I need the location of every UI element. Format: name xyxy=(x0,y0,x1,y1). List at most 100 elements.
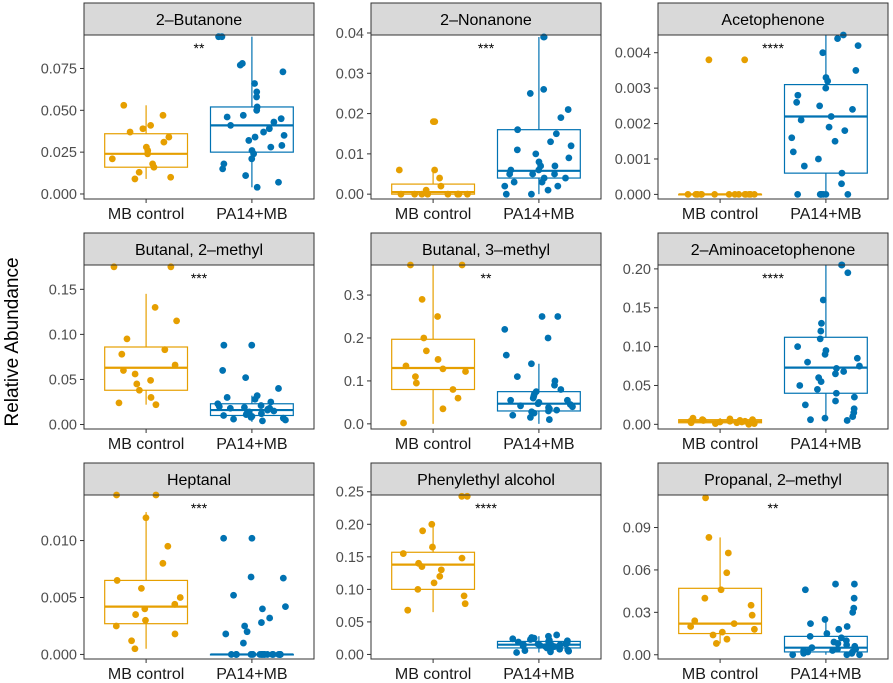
data-point xyxy=(120,367,127,374)
data-point xyxy=(279,574,287,582)
data-point xyxy=(843,623,851,630)
data-point xyxy=(279,68,287,76)
data-point xyxy=(171,600,179,608)
data-point xyxy=(270,118,278,126)
box-iqr xyxy=(104,579,189,625)
data-point xyxy=(712,640,720,647)
significance-label: ** xyxy=(481,270,492,286)
data-point xyxy=(142,616,149,624)
y-tick-label: 0.01 xyxy=(336,147,364,163)
data-point xyxy=(463,190,471,198)
data-point xyxy=(132,611,140,618)
box-iqr xyxy=(391,183,476,195)
data-point xyxy=(709,631,717,639)
data-point xyxy=(402,362,410,370)
data-point xyxy=(745,190,753,198)
data-point xyxy=(517,402,524,410)
data-point xyxy=(260,128,267,136)
data-point xyxy=(801,401,809,409)
y-tick-label: 0.00 xyxy=(623,417,651,433)
data-point xyxy=(171,361,179,369)
panel-9: Propanal, 2–methyl 0.00 0.03 0.06 0.09 ** MB c… xyxy=(623,462,889,683)
y-tick-label: 0.00 xyxy=(336,187,364,203)
data-point xyxy=(141,605,149,613)
facet-strip xyxy=(657,462,889,496)
data-point xyxy=(838,180,845,188)
x-tick-label: PA14+MB xyxy=(790,666,861,683)
data-point xyxy=(527,414,534,421)
data-point xyxy=(436,572,444,580)
data-point xyxy=(557,386,565,393)
data-point xyxy=(789,651,797,659)
box-iqr xyxy=(391,338,476,391)
data-point xyxy=(220,534,228,542)
box-mb-control xyxy=(391,265,476,424)
data-point xyxy=(687,623,695,630)
y-tick-label: 0.10 xyxy=(336,582,364,598)
box-pa14-mb xyxy=(783,35,868,195)
x-tick-label: MB control xyxy=(108,436,184,453)
data-point xyxy=(236,61,244,69)
data-point xyxy=(404,606,412,614)
facet-title: Propanal, 2–methyl xyxy=(704,472,842,489)
data-point xyxy=(458,492,466,500)
data-point xyxy=(458,554,466,562)
data-point xyxy=(502,190,510,198)
data-point xyxy=(439,365,447,373)
data-point xyxy=(259,605,266,613)
data-point xyxy=(418,190,426,198)
data-point xyxy=(507,396,515,404)
data-point xyxy=(112,622,120,630)
panel-border xyxy=(370,264,602,430)
data-point xyxy=(564,106,572,113)
data-point xyxy=(449,386,457,393)
data-point xyxy=(215,403,223,410)
data-point xyxy=(819,49,827,57)
data-point xyxy=(242,172,250,179)
data-point xyxy=(227,651,235,658)
data-point xyxy=(160,138,168,146)
data-point xyxy=(113,577,121,584)
data-point xyxy=(152,401,160,409)
data-point xyxy=(144,150,152,158)
data-point xyxy=(251,133,259,141)
data-point xyxy=(242,374,250,382)
data-point xyxy=(832,580,839,588)
panel-border xyxy=(657,264,889,430)
panel-1: 2–Butanone 0.000 0.025 0.050 0.075 ** MB contr… xyxy=(41,2,315,223)
data-point xyxy=(717,586,725,594)
data-point xyxy=(850,580,858,588)
data-point xyxy=(544,186,552,194)
significance-label: **** xyxy=(475,500,497,516)
data-point xyxy=(241,403,248,411)
data-point xyxy=(747,601,755,609)
data-point xyxy=(428,520,436,528)
facet-title: Heptanal xyxy=(167,472,231,489)
data-point xyxy=(135,386,143,394)
data-point xyxy=(807,620,814,628)
data-point xyxy=(723,635,731,643)
data-point xyxy=(567,142,575,150)
data-point xyxy=(434,356,442,363)
data-point xyxy=(694,190,701,198)
data-point xyxy=(219,165,227,173)
x-tick-label: PA14+MB xyxy=(790,206,861,223)
data-point xyxy=(220,412,228,419)
data-point xyxy=(844,190,852,198)
data-point xyxy=(711,420,719,427)
data-point xyxy=(817,378,825,385)
data-point xyxy=(565,647,573,655)
data-point xyxy=(551,381,558,389)
data-point xyxy=(412,373,419,381)
data-point xyxy=(730,620,738,628)
data-point xyxy=(247,413,255,421)
data-point xyxy=(750,420,758,427)
x-tick-label: PA14+MB xyxy=(503,206,574,223)
data-point xyxy=(501,182,509,190)
box-iqr xyxy=(391,551,476,590)
data-point xyxy=(502,351,510,359)
data-point xyxy=(150,163,158,171)
data-point xyxy=(454,190,462,198)
facet-title: Butanal, 3–methyl xyxy=(422,242,550,259)
data-point xyxy=(838,169,846,177)
